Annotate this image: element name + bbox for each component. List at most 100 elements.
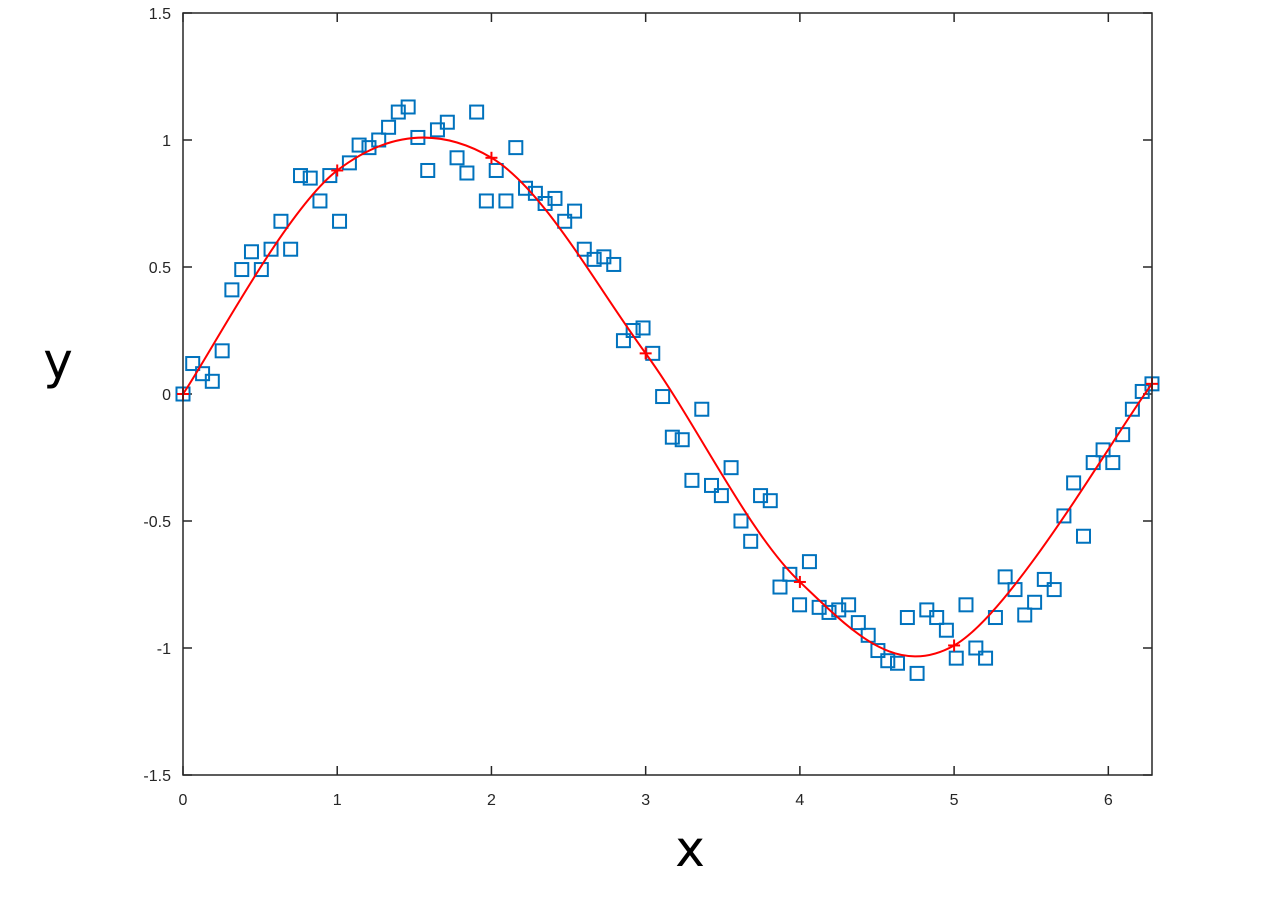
x-tick-label: 2 xyxy=(487,792,496,809)
data-point xyxy=(586,251,602,267)
data-point xyxy=(704,477,720,493)
data-point xyxy=(498,193,514,209)
data-point xyxy=(831,602,847,618)
plot-area xyxy=(183,13,1152,775)
x-tick-label: 1 xyxy=(333,792,342,809)
data-point xyxy=(938,622,954,638)
data-point xyxy=(713,488,729,504)
data-point xyxy=(968,640,984,656)
data-point xyxy=(381,119,397,135)
data-point xyxy=(635,320,651,336)
data-point xyxy=(224,282,240,298)
data-point xyxy=(332,213,348,229)
data-point xyxy=(429,122,445,138)
x-tick-label: 3 xyxy=(641,792,650,809)
data-point xyxy=(743,533,759,549)
data-point xyxy=(870,643,886,659)
data-point xyxy=(1046,582,1062,598)
data-point xyxy=(596,249,612,265)
data-point xyxy=(508,140,524,156)
data-point xyxy=(576,241,592,257)
data-point xyxy=(987,610,1003,626)
data-point xyxy=(772,579,788,595)
x-tick-label: 6 xyxy=(1104,792,1113,809)
data-point xyxy=(1066,475,1082,491)
data-point xyxy=(567,203,583,219)
data-point xyxy=(733,513,749,529)
x-tick-label: 5 xyxy=(950,792,959,809)
y-tick-label: 1.5 xyxy=(149,6,171,23)
data-point xyxy=(958,597,974,613)
data-point xyxy=(978,650,994,666)
scatter-points xyxy=(175,99,1160,681)
data-point xyxy=(341,155,357,171)
data-point xyxy=(557,213,573,229)
data-point xyxy=(674,432,690,448)
data-point xyxy=(469,104,485,120)
data-point xyxy=(929,610,945,626)
data-point xyxy=(664,429,680,445)
data-point xyxy=(997,569,1013,585)
x-axis-title: x xyxy=(675,820,705,878)
data-point xyxy=(547,190,563,206)
data-point xyxy=(694,401,710,417)
data-point xyxy=(390,104,406,120)
data-point xyxy=(919,602,935,618)
data-point xyxy=(302,170,318,186)
data-point xyxy=(1075,528,1091,544)
data-point xyxy=(478,193,494,209)
data-point xyxy=(518,180,534,196)
data-point xyxy=(948,650,964,666)
data-point xyxy=(782,566,798,582)
y-tick-label: -1.5 xyxy=(143,768,171,785)
data-point xyxy=(1027,594,1043,610)
data-point xyxy=(420,162,436,178)
data-point xyxy=(1056,508,1072,524)
data-point xyxy=(293,168,309,184)
y-tick-label: 1 xyxy=(162,133,171,150)
data-point xyxy=(880,653,896,669)
x-tick-labels: 0 1 2 3 4 5 6 xyxy=(179,792,1113,809)
data-point xyxy=(684,472,700,488)
data-point xyxy=(890,655,906,671)
data-point xyxy=(821,604,837,620)
data-point xyxy=(1036,571,1052,587)
x-tick-label: 0 xyxy=(179,792,188,809)
data-point xyxy=(527,185,543,201)
data-point xyxy=(792,597,808,613)
x-tick-label: 4 xyxy=(795,792,804,809)
data-point xyxy=(762,493,778,509)
data-point xyxy=(283,241,299,257)
data-point xyxy=(488,162,504,178)
data-point xyxy=(801,554,817,570)
data-point xyxy=(214,343,230,359)
data-point xyxy=(204,373,220,389)
data-point xyxy=(449,150,465,166)
y-tick-label: 0.5 xyxy=(149,260,171,277)
data-point xyxy=(899,610,915,626)
data-point xyxy=(1124,401,1140,417)
data-point xyxy=(1017,607,1033,623)
data-point xyxy=(439,114,455,130)
data-point xyxy=(753,488,769,504)
data-point xyxy=(400,99,416,115)
y-axis-title: y xyxy=(43,332,73,390)
plot-frame xyxy=(182,12,1153,776)
y-tick-labels: -1.5 -1 -0.5 0 0.5 1 1.5 xyxy=(143,6,171,785)
data-point xyxy=(273,213,289,229)
data-point xyxy=(459,165,475,181)
data-point xyxy=(351,137,367,153)
y-tick-label: 0 xyxy=(162,387,171,404)
y-tick-label: -0.5 xyxy=(143,514,171,531)
data-point xyxy=(185,356,201,372)
y-tick-label: -1 xyxy=(157,641,171,658)
data-point xyxy=(850,615,866,631)
data-point xyxy=(606,256,622,272)
data-point xyxy=(243,244,259,260)
data-point xyxy=(909,665,925,681)
data-point xyxy=(615,333,631,349)
data-point xyxy=(723,460,739,476)
data-point xyxy=(234,262,250,278)
data-point xyxy=(1105,455,1121,471)
